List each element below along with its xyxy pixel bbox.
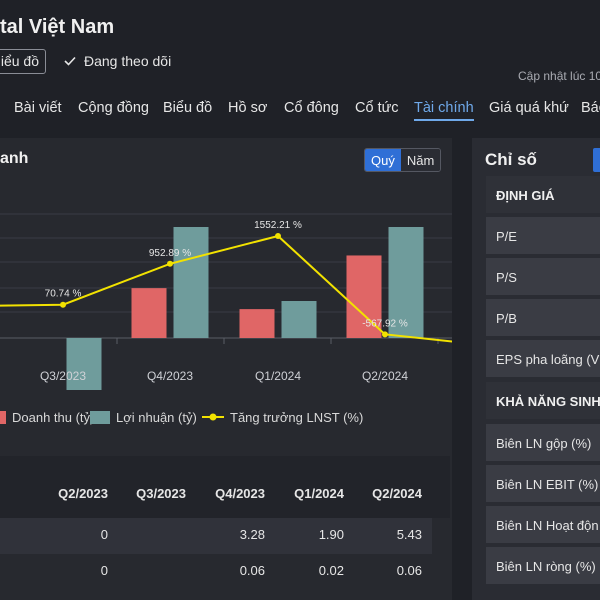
growth-data-label: 70.74 %: [45, 289, 82, 300]
legend-revenue[interactable]: Doanh thu (tỷ): [0, 410, 94, 425]
table-cell: 0.02: [318, 563, 344, 578]
period-toggle: Quý Năm: [364, 148, 442, 172]
follow-button[interactable]: Đang theo dõi: [64, 53, 171, 69]
tab-profile[interactable]: Hồ sơ: [228, 100, 268, 116]
legend-profit[interactable]: Lợi nhuận (tỷ): [90, 410, 197, 425]
indicator-pe[interactable]: P/E: [486, 217, 600, 254]
legend-growth-swatch: [202, 410, 224, 425]
table-cell: 0.06: [239, 563, 265, 578]
indicators-title: Chỉ số: [485, 150, 537, 169]
legend-revenue-label: Doanh thu (tỷ): [12, 410, 95, 425]
tab-dividends[interactable]: Cổ tức: [355, 100, 399, 116]
table-cell: 0.06: [396, 563, 422, 578]
profitability-section: KHẢ NĂNG SINH: [486, 382, 600, 419]
table-cell: 0: [100, 563, 108, 578]
tab-price-history[interactable]: Giá quá khứ: [489, 100, 569, 116]
tab-financials[interactable]: Tài chính: [414, 100, 474, 121]
table-cell: 1.90: [318, 527, 344, 542]
year-toggle[interactable]: Năm: [400, 149, 441, 171]
tab-charts[interactable]: Biểu đồ: [163, 100, 213, 116]
indicator-operating-margin[interactable]: Biên LN Hoạt độn: [486, 506, 600, 543]
indicators-tab-button[interactable]: [593, 148, 600, 172]
profit-bar: [66, 338, 102, 390]
indicator-eps-diluted[interactable]: EPS pha loãng (V: [486, 340, 600, 377]
table-cell: 3.28: [239, 527, 265, 542]
profit-bar: [388, 227, 424, 338]
table-row: 0 3.28 1.90 5.43: [0, 518, 432, 554]
x-tick-label: Q2/2024: [362, 369, 408, 383]
growth-line: [0, 234, 452, 343]
valuation-section: ĐỊNH GIÁ: [486, 176, 600, 213]
follow-label: Đang theo dõi: [84, 53, 172, 69]
legend-profit-label: Lợi nhuận (tỷ): [116, 410, 197, 425]
table-cell: 0: [100, 527, 108, 542]
table-header: Q2/2023 Q3/2023 Q4/2023 Q1/2024 Q2/2024: [0, 456, 450, 518]
profit-bar: [173, 227, 209, 338]
growth-data-label: 1552.21 %: [254, 220, 302, 231]
indicator-ebit-margin[interactable]: Biên LN EBIT (%): [486, 465, 600, 502]
financial-chart: Q3/2023 Q4/2023 Q1/2024 Q2/2024 70.74 % 952.8…: [0, 213, 452, 390]
growth-point: [60, 301, 66, 308]
growth-point: [275, 232, 281, 239]
x-tick-label: Q3/2023: [40, 369, 86, 383]
tab-shareholders[interactable]: Cổ đông: [284, 100, 339, 116]
quarter-toggle[interactable]: Quý: [365, 149, 401, 171]
indicator-ps[interactable]: P/S: [486, 258, 600, 295]
growth-point: [382, 331, 388, 338]
table-row: 0 0.06 0.02 0.06: [0, 554, 432, 590]
revenue-bar: [131, 288, 167, 338]
indicator-net-margin[interactable]: Biên LN ròng (%): [486, 547, 600, 584]
table-header-cell: Q3/2023: [136, 486, 186, 501]
legend-growth[interactable]: Tăng trưởng LNST (%): [202, 410, 363, 425]
table-cell: 5.43: [396, 527, 422, 542]
legend-profit-swatch: [90, 411, 110, 424]
tab-posts[interactable]: Bài viết: [14, 100, 62, 116]
x-tick-label: Q1/2024: [255, 369, 301, 383]
revenue-bar: [346, 255, 382, 338]
profit-bar: [281, 301, 317, 338]
table-header-cell: Q1/2024: [294, 486, 344, 501]
legend-growth-label: Tăng trưởng LNST (%): [230, 410, 364, 425]
revenue-bar: [239, 309, 275, 338]
legend-revenue-swatch: [0, 411, 6, 424]
tab-community[interactable]: Cộng đồng: [78, 100, 149, 116]
table-header-cell: Q2/2024: [372, 486, 422, 501]
indicator-pb[interactable]: P/B: [486, 299, 600, 336]
panel-title: anh: [0, 150, 29, 167]
x-tick-label: Q4/2023: [147, 369, 193, 383]
tab-reports[interactable]: Báo: [581, 100, 600, 116]
growth-data-label: 952.89 %: [149, 248, 191, 259]
company-title: tal Việt Nam: [0, 16, 115, 38]
chart-button[interactable]: iểu đồ: [0, 49, 46, 74]
growth-data-label: -567.92 %: [362, 318, 408, 329]
updated-timestamp: Cập nhật lúc 10: [518, 69, 600, 83]
growth-point: [167, 260, 173, 267]
checkmark-icon: [64, 53, 76, 69]
indicator-gross-margin[interactable]: Biên LN gộp (%): [486, 424, 600, 461]
table-header-cell: Q4/2023: [215, 486, 265, 501]
table-header-cell: Q2/2023: [58, 486, 108, 501]
